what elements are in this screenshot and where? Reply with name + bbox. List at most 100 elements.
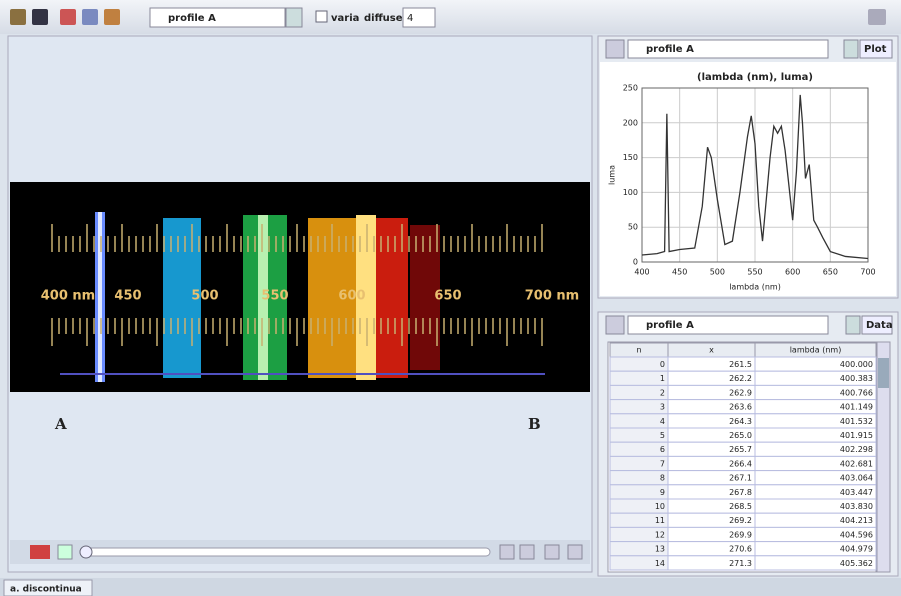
cell-text: 404.213 bbox=[840, 516, 873, 525]
x-tick-label: 400 bbox=[634, 268, 649, 277]
y-tick-label: 100 bbox=[623, 188, 638, 197]
cell-text: 14 bbox=[655, 559, 665, 568]
cell-text: 401.915 bbox=[840, 431, 873, 440]
x-tick-label: 700 bbox=[860, 268, 875, 277]
scale-label: 650 bbox=[434, 289, 461, 304]
save-button[interactable] bbox=[32, 9, 48, 25]
cell-text: 403.064 bbox=[840, 474, 873, 483]
cell-text: 12 bbox=[655, 530, 665, 539]
x-axis-label: lambda (nm) bbox=[729, 283, 781, 292]
step-back[interactable] bbox=[500, 545, 514, 559]
loop-button[interactable] bbox=[545, 545, 559, 559]
scale-label: 450 bbox=[114, 289, 141, 304]
calibrate-button[interactable] bbox=[82, 9, 98, 25]
x-tick-label: 650 bbox=[823, 268, 838, 277]
cell-text: 13 bbox=[655, 545, 665, 554]
cell-text: 268.5 bbox=[729, 502, 752, 511]
cell-text: 400.000 bbox=[840, 360, 873, 369]
cell-text: 404.596 bbox=[840, 530, 873, 539]
cell-text: 400.383 bbox=[840, 374, 873, 383]
cell-text: 265.7 bbox=[729, 445, 752, 454]
x-tick-label: 500 bbox=[710, 268, 725, 277]
cell-text: 266.4 bbox=[729, 459, 752, 468]
table-icon[interactable] bbox=[606, 316, 624, 334]
cell-text: 11 bbox=[655, 516, 665, 525]
cell-text: 269.2 bbox=[729, 516, 752, 525]
cell-text: 271.3 bbox=[729, 559, 752, 568]
diffuse-value: 4 bbox=[407, 13, 413, 24]
settings-button[interactable] bbox=[568, 545, 582, 559]
cell-text: 10 bbox=[655, 502, 665, 511]
point-label: A bbox=[54, 415, 67, 433]
y-axis-label: luma bbox=[608, 165, 617, 185]
y-tick-label: 250 bbox=[623, 84, 638, 93]
y-tick-label: 150 bbox=[623, 153, 638, 162]
x-tick-label: 600 bbox=[785, 268, 800, 277]
cell-text: 402.681 bbox=[840, 459, 873, 468]
cell-text: 401.149 bbox=[840, 403, 873, 412]
cell-text: 5 bbox=[660, 431, 665, 440]
menu-button[interactable] bbox=[868, 9, 886, 25]
cell-text: 7 bbox=[660, 459, 665, 468]
toolbar bbox=[0, 0, 901, 34]
plot-icon[interactable] bbox=[606, 40, 624, 58]
play-button[interactable] bbox=[58, 545, 72, 559]
diffuse-label: diffuse bbox=[364, 13, 403, 24]
cell-text: 8 bbox=[660, 474, 665, 483]
cell-text: 405.362 bbox=[840, 559, 873, 568]
cell-text: 261.5 bbox=[729, 360, 752, 369]
cell-text: 403.447 bbox=[840, 488, 873, 497]
y-tick-label: 200 bbox=[623, 118, 638, 127]
cell-text: 4 bbox=[660, 417, 665, 426]
cell-text: 401.532 bbox=[840, 417, 873, 426]
x-tick-label: 550 bbox=[747, 268, 762, 277]
cell-text: 402.298 bbox=[840, 445, 873, 454]
step-forward[interactable] bbox=[520, 545, 534, 559]
cell-text: 9 bbox=[660, 488, 665, 497]
point-label: B bbox=[528, 415, 541, 433]
cell-text: 263.6 bbox=[729, 403, 752, 412]
scrollbar-thumb[interactable] bbox=[878, 358, 889, 388]
slider-knob[interactable] bbox=[80, 546, 92, 558]
cell-text: 264.3 bbox=[729, 417, 752, 426]
cell-text: 400.766 bbox=[840, 388, 873, 397]
app: profile A varia diffuse 4 A B profile A … bbox=[0, 0, 901, 596]
cell-text: 3 bbox=[660, 403, 665, 412]
dropdown-arrow[interactable] bbox=[286, 8, 302, 27]
cell-text: 262.9 bbox=[729, 388, 752, 397]
cell-text: 2 bbox=[660, 388, 665, 397]
open-button[interactable] bbox=[10, 9, 26, 25]
scale-label: 700 nm bbox=[525, 289, 579, 304]
chart-title: (lambda (nm), luma) bbox=[697, 72, 813, 83]
cell-text: 267.1 bbox=[729, 474, 752, 483]
y-tick-label: 0 bbox=[633, 258, 638, 267]
cell-text: 0 bbox=[660, 360, 665, 369]
column-header-label: lambda (nm) bbox=[790, 346, 842, 355]
cell-text: 270.6 bbox=[729, 545, 752, 554]
plot-button-label: Plot bbox=[864, 44, 887, 55]
dropdown-arrow[interactable] bbox=[846, 316, 860, 334]
cell-text: 262.2 bbox=[729, 374, 752, 383]
track-name: profile A bbox=[168, 13, 216, 24]
column-header-label: n bbox=[636, 346, 641, 355]
y-tick-label: 50 bbox=[628, 223, 638, 232]
plot-area bbox=[600, 62, 896, 296]
checkbox[interactable] bbox=[316, 11, 327, 22]
dropdown-arrow[interactable] bbox=[844, 40, 858, 58]
cell-text: 403.830 bbox=[840, 502, 873, 511]
axes-button[interactable] bbox=[60, 9, 76, 25]
cell-text: 404.979 bbox=[840, 545, 873, 554]
scale-label: 500 bbox=[191, 289, 218, 304]
scale-label: 600 bbox=[338, 289, 365, 304]
cell-text: 6 bbox=[660, 445, 665, 454]
slider[interactable] bbox=[80, 548, 490, 556]
table-track: profile A bbox=[646, 320, 694, 331]
scale-label: 550 bbox=[261, 289, 288, 304]
tab-label: a. discontinua bbox=[10, 585, 82, 595]
data-button-label: Data bbox=[866, 320, 893, 331]
x-tick-label: 450 bbox=[672, 268, 687, 277]
tracks-button[interactable] bbox=[104, 9, 120, 25]
scale-label: 400 nm bbox=[41, 289, 95, 304]
cell-text: 269.9 bbox=[729, 530, 752, 539]
record-button[interactable] bbox=[30, 545, 50, 559]
